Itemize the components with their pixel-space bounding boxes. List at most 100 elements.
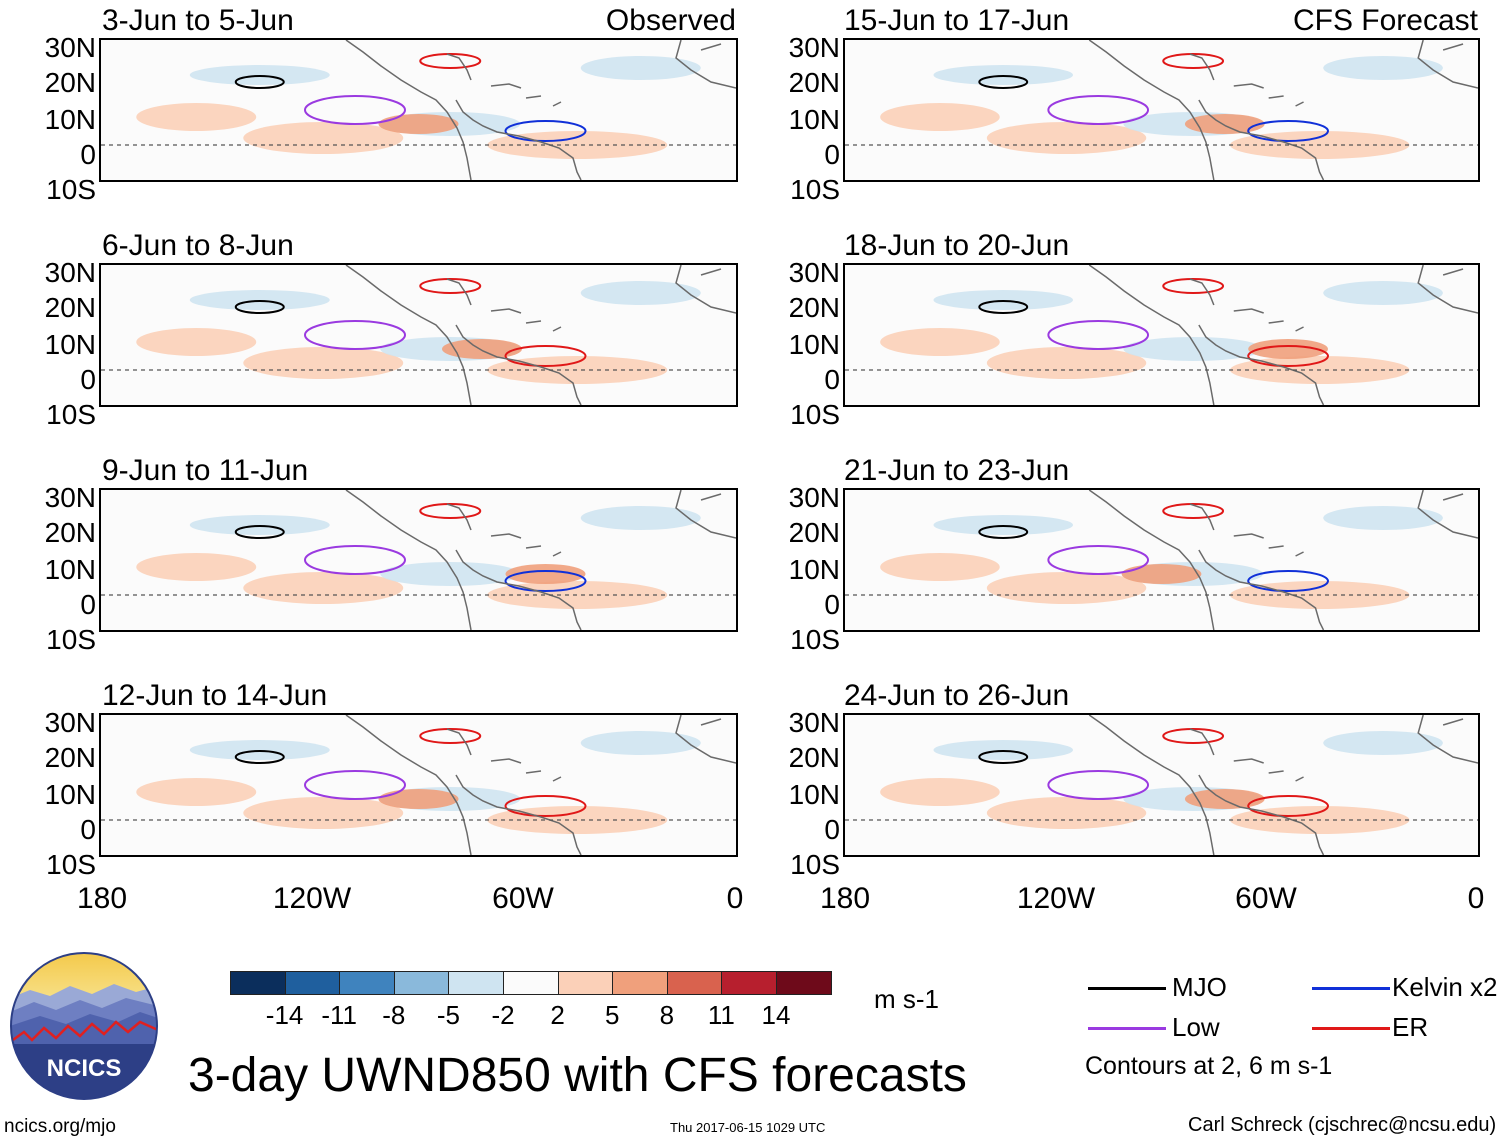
wave-contours	[234, 278, 587, 367]
lat-label: 30N	[788, 257, 840, 288]
lat-label: 30N	[788, 707, 840, 738]
panel-title-forecast-3: 21-Jun to 23-Jun	[844, 454, 1070, 487]
low-contour	[1047, 320, 1150, 350]
wave-contours	[978, 728, 1329, 817]
lat-label: 30N	[44, 707, 96, 738]
observed-label: Observed	[605, 4, 736, 37]
colorbar-units: m s-1	[874, 984, 939, 1014]
lat-label: 20N	[788, 67, 840, 98]
lon-label-120w-right: 120W	[1016, 882, 1096, 915]
panel-title-observed-4: 12-Jun to 14-Jun	[102, 679, 328, 712]
coastline	[345, 490, 736, 630]
shading-blob	[1248, 339, 1328, 359]
lon-label-180-left: 180	[76, 882, 128, 915]
shading-blob	[1184, 789, 1265, 809]
legend-line-kelvin	[1312, 987, 1390, 990]
lat-label: 10N	[44, 779, 96, 810]
lon-label-60w-left: 60W	[492, 882, 554, 915]
panel-title-forecast-1: 15-Jun to 17-Jun	[844, 4, 1070, 37]
wave-contour	[504, 345, 587, 367]
shading-blob	[487, 131, 668, 159]
map-observed-4	[99, 713, 738, 857]
lat-label: 30N	[788, 482, 840, 513]
low-contour	[1047, 545, 1150, 575]
logo-text: NCICS	[47, 1055, 122, 1082]
map-layer	[845, 715, 1478, 855]
lat-label: 10S	[46, 624, 96, 655]
coastline	[345, 40, 736, 180]
map-layer	[101, 40, 736, 180]
footer-site-link[interactable]: ncics.org/mjo	[4, 1116, 116, 1137]
lat-label: 10S	[790, 174, 840, 205]
lat-label: 0	[824, 589, 840, 620]
map-observed-2	[99, 263, 738, 407]
mjo-contour	[234, 75, 285, 89]
mjo-contour	[978, 750, 1029, 764]
shading-blob	[378, 114, 459, 134]
shading-blob	[243, 347, 404, 379]
shading-blob	[1323, 506, 1443, 530]
lat-label: 10N	[44, 554, 96, 585]
shading-blob	[1323, 731, 1443, 755]
low-contour	[1047, 95, 1150, 125]
low-contour	[1047, 770, 1150, 800]
shading-blob	[580, 731, 701, 755]
colorbar-tick-label: -14	[265, 1000, 304, 1030]
panel-title-observed-3: 9-Jun to 11-Jun	[102, 454, 309, 487]
shading-blob	[1123, 337, 1263, 361]
colorbar-swatch	[721, 971, 777, 995]
wind-shading	[880, 281, 1443, 384]
colorbar-tick-label: 11	[707, 1000, 735, 1030]
shading-blob	[136, 778, 257, 806]
er-contour	[1162, 278, 1225, 294]
mjo-contour	[978, 525, 1029, 539]
shading-blob	[487, 581, 668, 609]
er-contour	[1162, 503, 1225, 519]
colorbar-swatch	[612, 971, 668, 995]
er-contour	[419, 53, 482, 69]
lat-label: 0	[824, 814, 840, 845]
map-layer	[101, 265, 736, 405]
shading-blob	[986, 347, 1147, 379]
lon-label-120w-left: 120W	[272, 882, 352, 915]
shading-blob	[378, 789, 459, 809]
shading-blob	[986, 797, 1147, 829]
colorbar-tick-label: -2	[491, 1000, 515, 1030]
lon-label-180-right: 180	[819, 882, 871, 915]
legend-line-low	[1088, 1027, 1166, 1030]
footer-credit: Carl Schreck (cjschrec@ncsu.edu)	[1188, 1114, 1497, 1136]
shading-blob	[442, 339, 522, 359]
coastline	[1088, 715, 1478, 855]
panel-title-observed-2: 6-Jun to 8-Jun	[102, 229, 294, 262]
lat-label: 10N	[788, 554, 840, 585]
wave-contours	[978, 53, 1329, 142]
lat-label: 30N	[788, 32, 840, 63]
colorbar-tick-label: 14	[761, 1000, 791, 1030]
colorbar-swatch	[284, 971, 341, 995]
low-contour	[304, 770, 406, 800]
legend-line-mjo	[1088, 987, 1166, 990]
wave-contours	[978, 503, 1329, 592]
mjo-contour	[234, 750, 285, 764]
shading-blob	[580, 506, 701, 530]
colorbar-swatch	[393, 971, 450, 995]
colorbar-swatch	[448, 971, 504, 995]
wind-shading	[880, 506, 1443, 609]
wind-shading	[880, 731, 1443, 834]
shading-blob	[580, 56, 701, 80]
lon-label-60w-right: 60W	[1235, 882, 1297, 915]
lat-label: 20N	[788, 742, 840, 773]
coastline	[1088, 265, 1478, 405]
er-contour	[419, 728, 482, 744]
shading-blob	[880, 778, 1000, 806]
legend-label-kelvin: Kelvin x2	[1392, 972, 1498, 1002]
colorbar-tick-label: -8	[382, 1000, 406, 1030]
lat-label: 10S	[46, 399, 96, 430]
wave-contour	[504, 120, 587, 142]
map-layer	[101, 715, 736, 855]
shading-blob	[1323, 281, 1443, 305]
map-layer	[101, 490, 736, 630]
legend-label-mjo: MJO	[1172, 972, 1227, 1002]
lat-label: 10N	[788, 329, 840, 360]
lat-label: 10N	[788, 104, 840, 135]
